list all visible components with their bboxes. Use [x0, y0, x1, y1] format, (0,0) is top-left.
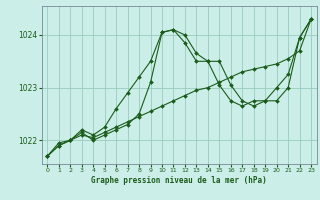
X-axis label: Graphe pression niveau de la mer (hPa): Graphe pression niveau de la mer (hPa) — [91, 176, 267, 185]
